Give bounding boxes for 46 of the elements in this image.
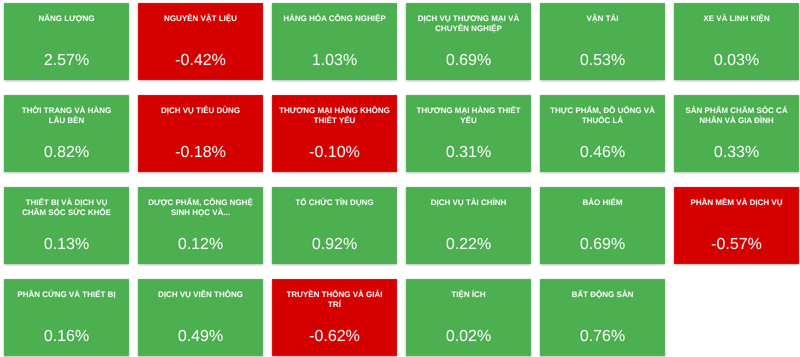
category-label: THƯƠNG MẠI HÀNG THIẾT YẾU: [416, 105, 521, 125]
category-label: DỊCH VỤ TIÊU DÙNG: [160, 105, 240, 115]
category-label: DỊCH VỤ VIỄN THÔNG: [158, 289, 243, 299]
category-label: THỜI TRANG VÀ HÀNG LÂU BỀN: [22, 105, 112, 125]
category-label: DƯỢC PHẨM, CÔNG NGHỆ SINH HỌC VÀ...: [148, 197, 254, 217]
data-label: 0.49%: [178, 328, 224, 345]
data-label: -0.18%: [175, 144, 226, 161]
data-label: -0.10%: [309, 144, 360, 161]
category-label: DỊCH VỤ THƯƠNG MẠI VÀ CHUYÊN NGHIỆP: [418, 13, 520, 33]
data-label: 0.02%: [446, 328, 492, 345]
category-label: THƯƠNG MẠI HÀNG KHÔNG THIẾT YẾU: [279, 105, 390, 125]
data-label: 0.92%: [312, 236, 358, 253]
category-label: TRUYỀN THÔNG VÀ GIẢI TRÍ: [286, 289, 383, 309]
data-label: -0.42%: [175, 52, 226, 69]
category-label: BẤT ĐỘNG SẢN: [572, 289, 634, 299]
category-label: NGUYÊN VẬT LIỆU: [164, 13, 238, 23]
data-label: 0.69%: [580, 236, 626, 253]
data-label: -0.57%: [711, 236, 762, 253]
data-label: 0.69%: [446, 52, 492, 69]
data-label: -0.62%: [309, 328, 360, 345]
category-label: DỊCH VỤ TÀI CHÍNH: [430, 197, 506, 207]
category-label: PHẦN CỨNG VÀ THIẾT BỊ: [17, 289, 116, 299]
category-label: THỰC PHẨM, ĐỒ UỐNG VÀ THUỐC LÁ: [550, 105, 656, 125]
data-label: 0.31%: [446, 144, 492, 161]
category-label: HÀNG HÓA CÔNG NGHIỆP: [283, 13, 386, 23]
category-label: THIẾT BỊ VÀ DỊCH VỤ CHĂM SÓC SỨC KHỎE: [22, 197, 112, 217]
data-label: 0.76%: [580, 328, 626, 345]
category-label: NĂNG LƯỢNG: [38, 13, 95, 23]
category-label: PHẦN MỀM VÀ DỊCH VỤ: [690, 197, 783, 207]
data-label: 0.13%: [44, 236, 90, 253]
data-label: 0.53%: [580, 52, 626, 69]
data-label: 1.03%: [312, 52, 358, 69]
data-label: 0.22%: [446, 236, 492, 253]
data-label: 2.57%: [44, 52, 90, 69]
category-label: BẢO HIỂM: [582, 197, 623, 207]
category-label: VẬN TẢI: [586, 13, 618, 23]
data-label: 0.03%: [714, 52, 760, 69]
category-label: SẢN PHẨM CHĂM SÓC CÁ NHÂN VÀ GIA ĐÌNH: [685, 105, 788, 125]
data-label: 0.33%: [714, 144, 760, 161]
category-label: TIỆN ÍCH: [451, 289, 486, 299]
data-label: 0.82%: [44, 144, 90, 161]
data-label: 0.46%: [580, 144, 626, 161]
category-label: XE VÀ LINH KIỆN: [703, 13, 770, 23]
data-label: 0.16%: [44, 328, 90, 345]
category-label: TỔ CHỨC TÍN DỤNG: [295, 197, 374, 207]
data-label: 0.12%: [178, 236, 224, 253]
